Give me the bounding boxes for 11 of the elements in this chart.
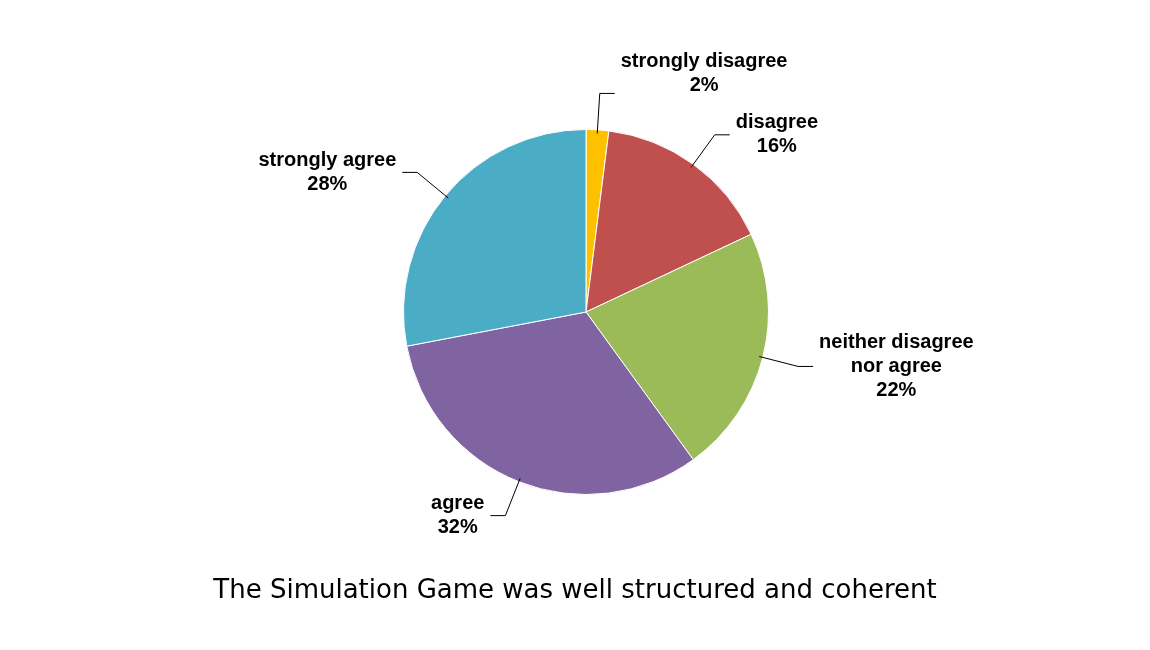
data-label: 16%	[756, 134, 798, 157]
slice-label: strongly agree	[258, 147, 397, 170]
slice-label: agree	[431, 491, 485, 514]
data-label: 2%	[689, 72, 719, 95]
slice-label: disagree	[735, 110, 818, 133]
data-label: 22%	[876, 377, 917, 400]
text: The Simulation Game was well structured and coherent	[212, 574, 938, 604]
data-label: 28%	[307, 171, 348, 194]
slice-label: strongly disagree	[620, 48, 788, 71]
data-label: 32%	[437, 515, 478, 538]
slice-label: neither disagree nor agree	[819, 329, 974, 376]
